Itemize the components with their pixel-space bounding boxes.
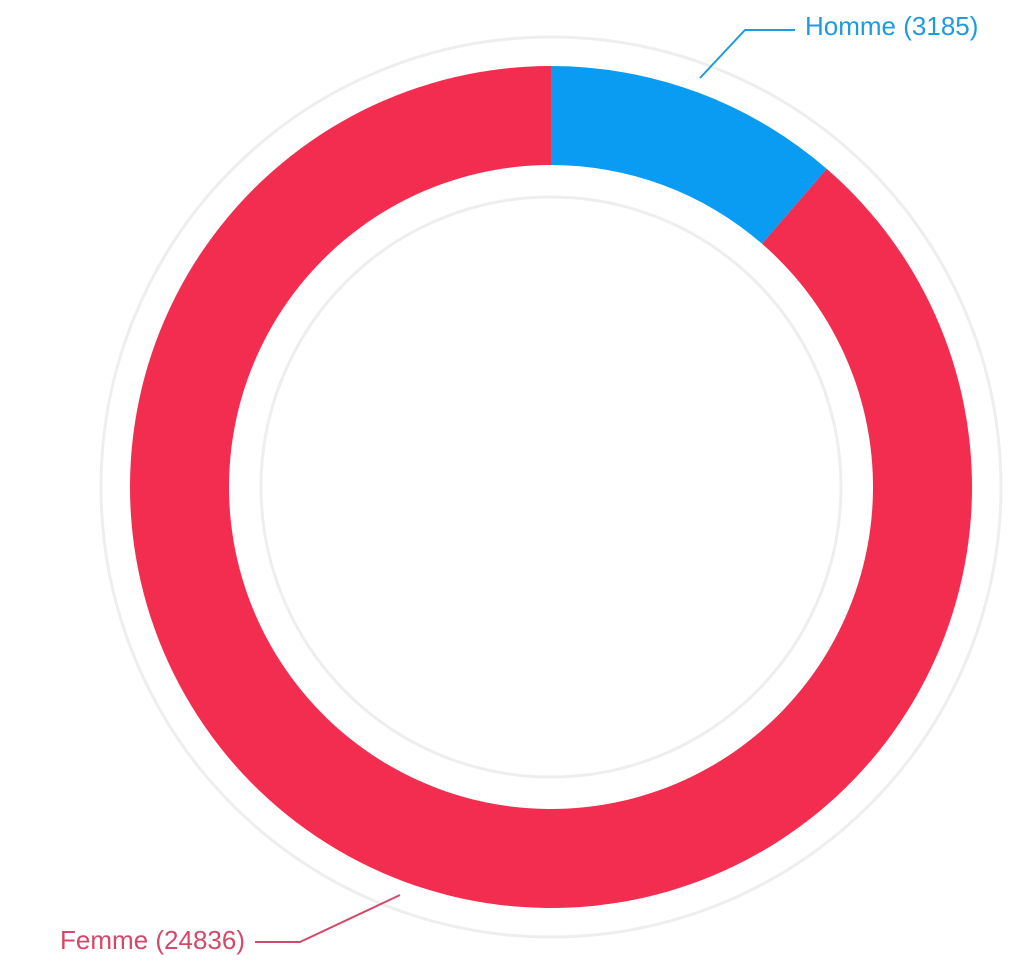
donut-slice bbox=[130, 66, 973, 909]
leader-line bbox=[255, 894, 401, 943]
outer-ring bbox=[99, 35, 1003, 939]
inner-ring bbox=[259, 195, 843, 779]
leader-line bbox=[699, 29, 795, 79]
data-label: Femme (24836) bbox=[60, 925, 245, 955]
data-label: Homme (3185) bbox=[805, 11, 978, 41]
donut-slice bbox=[551, 66, 827, 244]
